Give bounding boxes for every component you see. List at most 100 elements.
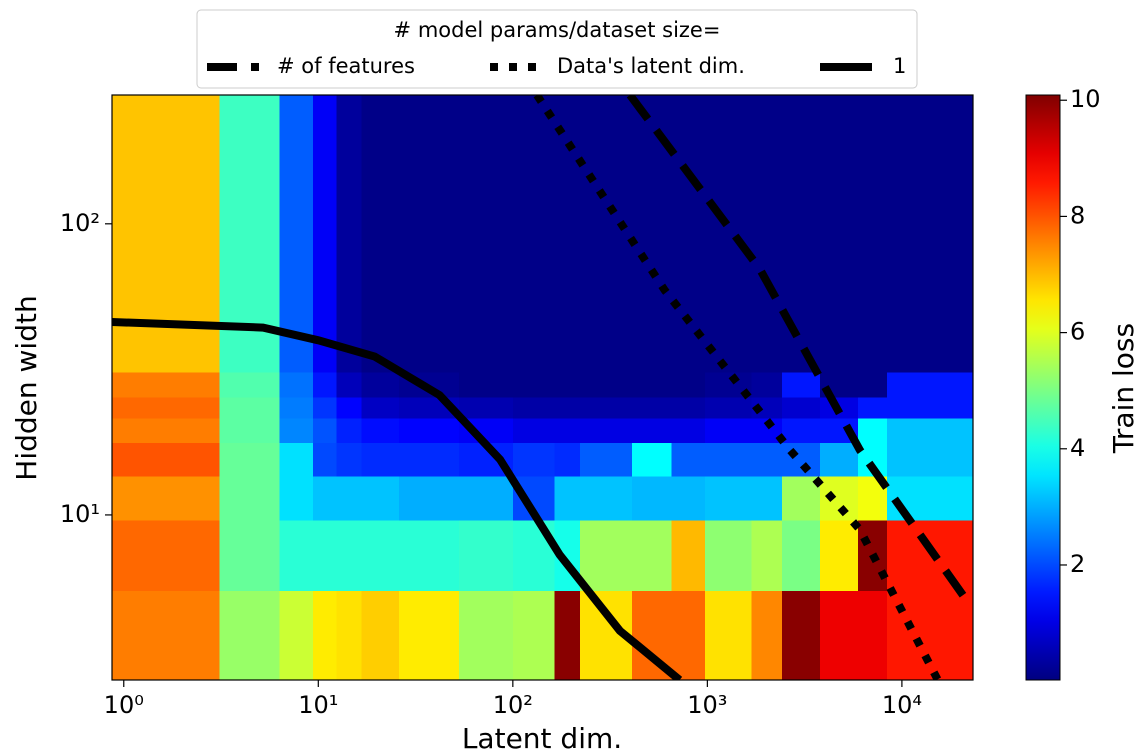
heatmap-cell (631, 397, 673, 419)
heatmap-cell (554, 590, 581, 681)
heatmap-cell (336, 95, 363, 373)
heatmap-cell (886, 418, 974, 444)
x-tick-label: 10⁰ (104, 691, 144, 719)
heatmap-cell (704, 590, 753, 681)
heatmap-cell (361, 520, 400, 592)
heatmap-cell (219, 520, 280, 592)
heatmap-cell (631, 476, 673, 521)
heatmap-cell (671, 418, 706, 444)
x-axis-label: Latent dim. (462, 722, 622, 755)
heatmap-cell (459, 95, 514, 373)
y-tick-label: 10¹ (60, 500, 100, 528)
heatmap-cell (886, 442, 974, 477)
x-tick-label: 10¹ (298, 691, 338, 719)
heatmap-cell (336, 520, 363, 592)
heatmap-cell (704, 95, 753, 373)
heatmap-cell (313, 442, 337, 477)
heatmap-cell (459, 590, 514, 681)
heatmap-cell (579, 95, 633, 373)
heatmap-cell (336, 590, 363, 681)
heatmap-cell (751, 371, 783, 398)
heatmap-cell (279, 476, 314, 521)
heatmap-cell (704, 418, 753, 444)
heatmap-cell (512, 371, 556, 398)
heatmap-cell (671, 520, 706, 592)
heatmap-cell (399, 520, 460, 592)
y-tick-label: 10² (60, 209, 100, 237)
heatmap-cell (279, 590, 314, 681)
reference-line (626, 95, 973, 608)
heatmap-cell (671, 590, 706, 681)
heatmap-cell (399, 590, 460, 681)
colorbar-label: Train loss (1107, 323, 1140, 454)
heatmap-cell (219, 397, 280, 419)
heatmap-cell (554, 476, 581, 521)
heatmap-cell (751, 520, 783, 592)
plot-frame (111, 94, 974, 681)
colorbar-tick-label: 2 (1070, 550, 1085, 578)
heatmap (112, 95, 974, 681)
reference-line (112, 317, 683, 680)
heatmap-cell (782, 95, 821, 373)
heatmap-cell (554, 95, 581, 373)
heatmap-cell (219, 371, 280, 398)
heatmap-cell (819, 476, 859, 521)
heatmap-cell (631, 442, 673, 477)
heatmap-cell (579, 476, 633, 521)
colorbar (1025, 94, 1061, 681)
heatmap-cell (671, 95, 706, 373)
colorbar-tick-label: 10 (1070, 85, 1101, 113)
heatmap-cell (112, 590, 220, 681)
heatmap-cell (361, 418, 400, 444)
heatmap-cell (279, 418, 314, 444)
heatmap-cell (579, 442, 633, 477)
heatmap-cell (361, 95, 400, 373)
heatmap-cell (819, 95, 859, 373)
heatmap-cell (336, 397, 363, 419)
heatmap-cell (279, 371, 314, 398)
heatmap-cell (782, 371, 821, 398)
heatmap-cell (219, 476, 280, 521)
heatmap-cell (313, 590, 337, 681)
legend-box (196, 9, 918, 89)
heatmap-cell (336, 371, 363, 398)
heatmap-cell (361, 590, 400, 681)
heatmap-cell (399, 442, 460, 477)
heatmap-cell (219, 418, 280, 444)
heatmap-cell (631, 95, 673, 373)
heatmap-cell (631, 418, 673, 444)
heatmap-cell (459, 397, 514, 419)
colorbar-tick-label: 4 (1070, 434, 1085, 462)
heatmap-cell (704, 520, 753, 592)
heatmap-cell (112, 95, 220, 373)
heatmap-cell (554, 442, 581, 477)
heatmap-cell (112, 476, 220, 521)
heatmap-cell (579, 397, 633, 419)
y-axis-label: Hidden width (10, 295, 43, 480)
heatmap-cell (512, 95, 556, 373)
heatmap-cell (819, 520, 859, 592)
heatmap-cell (313, 371, 337, 398)
heatmap-cell (336, 442, 363, 477)
heatmap-cell (751, 590, 783, 681)
colorbar-tick-label: 8 (1070, 201, 1085, 229)
heatmap-cell (112, 520, 220, 592)
heatmap-cell (336, 476, 363, 521)
heatmap-cell (671, 397, 706, 419)
heatmap-cell (219, 590, 280, 681)
heatmap-cell (671, 371, 706, 398)
heatmap-cell (512, 442, 556, 477)
heatmap-cell (782, 397, 821, 419)
heatmap-cell (819, 590, 859, 681)
heatmap-cell (886, 476, 974, 521)
heatmap-cell (459, 371, 514, 398)
heatmap-cell (886, 95, 974, 373)
heatmap-cell (857, 371, 888, 398)
heatmap-cell (279, 520, 314, 592)
heatmap-cell (399, 95, 460, 373)
heatmap-cell (751, 476, 783, 521)
heatmap-cell (751, 95, 783, 373)
heatmap-cell (112, 397, 220, 419)
heatmap-cell (279, 95, 314, 373)
heatmap-cell (112, 371, 220, 398)
